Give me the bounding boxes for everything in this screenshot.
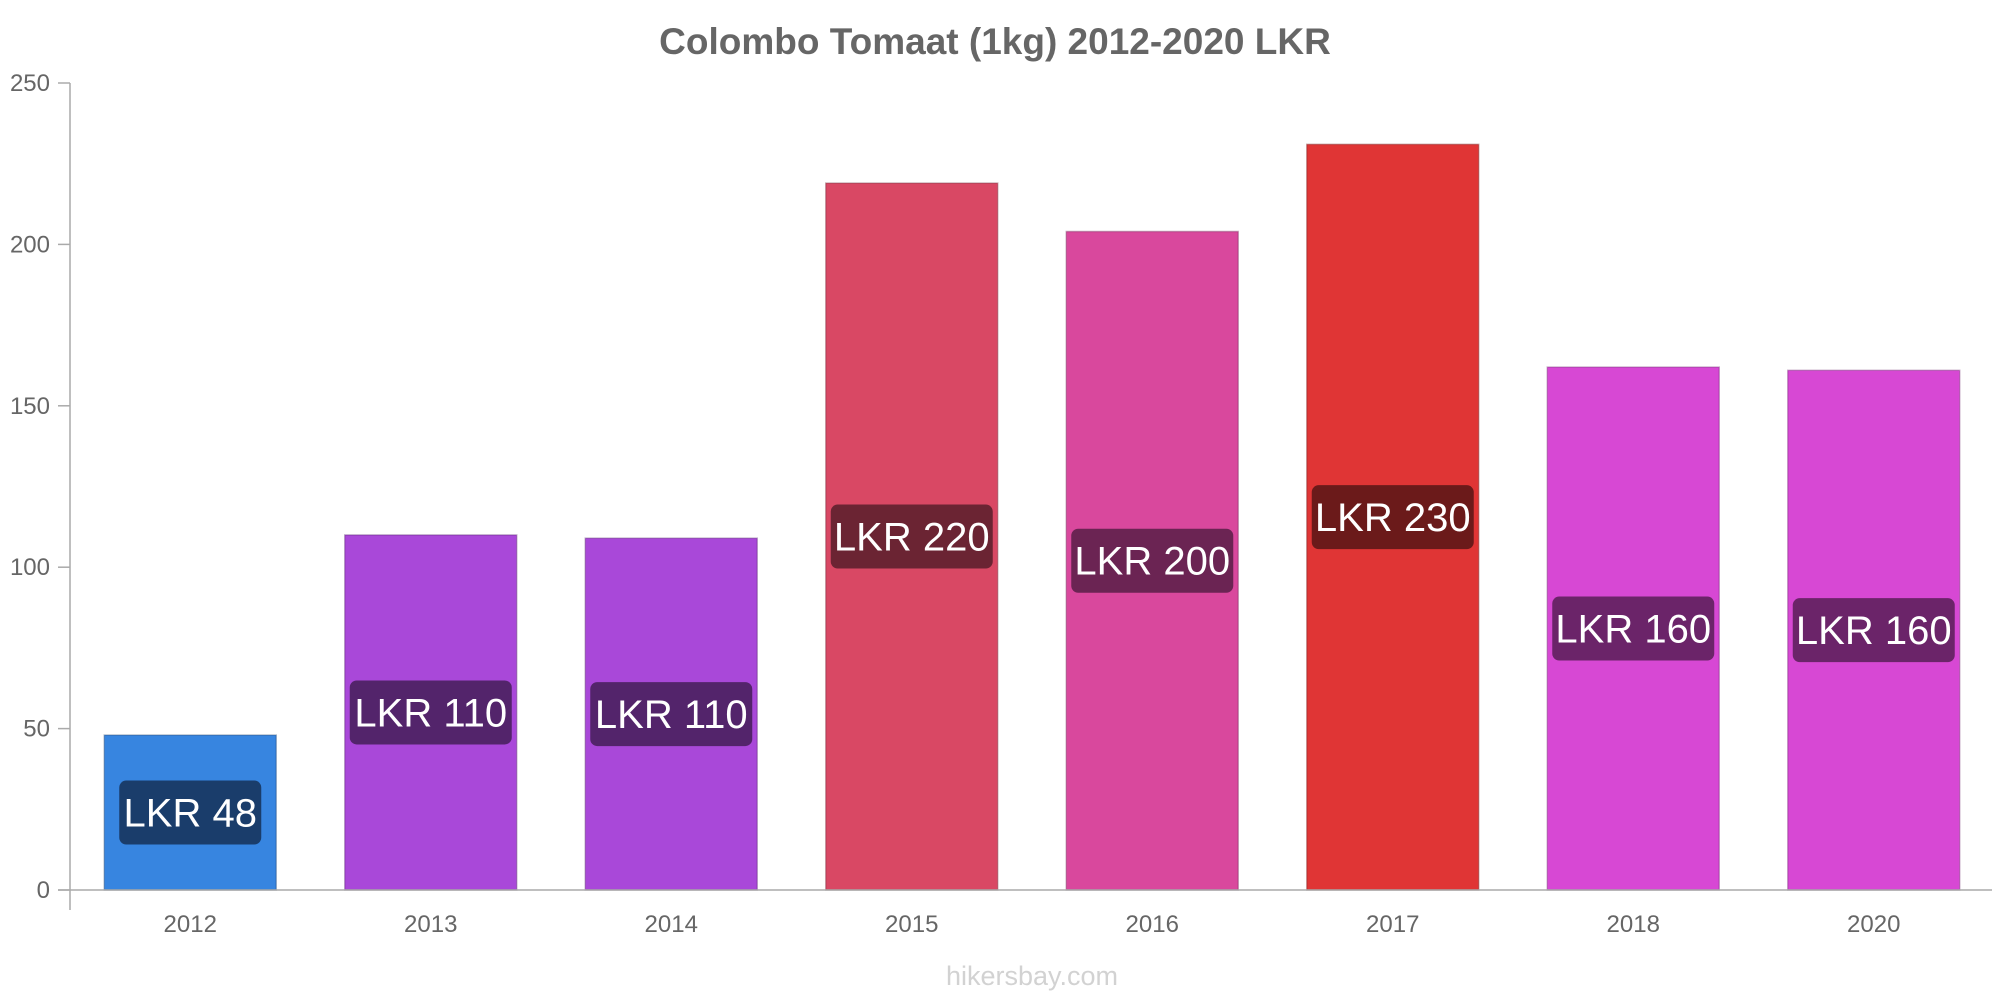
x-axis-ticks: 2012 2013 2014 2015 2016 2017 2018 2020 bbox=[164, 911, 1901, 938]
x-tick-label: 2020 bbox=[1847, 911, 1900, 938]
x-tick-label: 2013 bbox=[404, 911, 457, 938]
data-label-badge bbox=[349, 680, 512, 745]
y-tick-label: 50 bbox=[23, 716, 50, 743]
axes-group bbox=[58, 82, 1992, 910]
x-tick-label: 2017 bbox=[1366, 911, 1419, 938]
data-label: LKR 200 bbox=[1074, 540, 1230, 584]
data-label: LKR 160 bbox=[1796, 609, 1952, 653]
bars-group bbox=[103, 143, 1961, 891]
data-label: LKR 48 bbox=[124, 792, 257, 836]
data-label-badge bbox=[1792, 598, 1955, 663]
data-label-badge bbox=[1311, 485, 1474, 550]
x-tick-label: 2018 bbox=[1607, 911, 1660, 938]
data-label-badge bbox=[1552, 596, 1715, 661]
y-tick-label: 100 bbox=[10, 554, 50, 581]
x-tick-label: 2016 bbox=[1126, 911, 1179, 938]
data-label: LKR 230 bbox=[1315, 496, 1471, 540]
watermark: hikersbay.com bbox=[946, 961, 1118, 991]
y-tick-label: 200 bbox=[10, 231, 50, 258]
x-tick-label: 2014 bbox=[645, 911, 698, 938]
y-tick-label: 250 bbox=[10, 70, 50, 97]
x-tick-label: 2012 bbox=[164, 911, 217, 938]
data-label-badge bbox=[590, 682, 753, 747]
data-label: LKR 160 bbox=[1555, 608, 1711, 652]
y-tick-label: 150 bbox=[10, 393, 50, 420]
data-label-badge bbox=[830, 504, 993, 569]
chart-title: Colombo Tomaat (1kg) 2012-2020 LKR bbox=[659, 21, 1331, 62]
y-axis-ticks: 0 50 100 150 200 250 bbox=[10, 70, 50, 904]
x-tick-label: 2015 bbox=[885, 911, 938, 938]
data-label: LKR 110 bbox=[354, 691, 507, 735]
y-tick-label: 0 bbox=[37, 877, 50, 904]
data-label-badge bbox=[1071, 528, 1234, 593]
data-label: LKR 110 bbox=[595, 693, 748, 737]
data-label: LKR 220 bbox=[834, 516, 990, 560]
data-labels-group: LKR 48 LKR 110 LKR 110 LKR 220 LKR 200 LKR 23… bbox=[119, 485, 1955, 845]
data-label-badge bbox=[119, 780, 262, 845]
